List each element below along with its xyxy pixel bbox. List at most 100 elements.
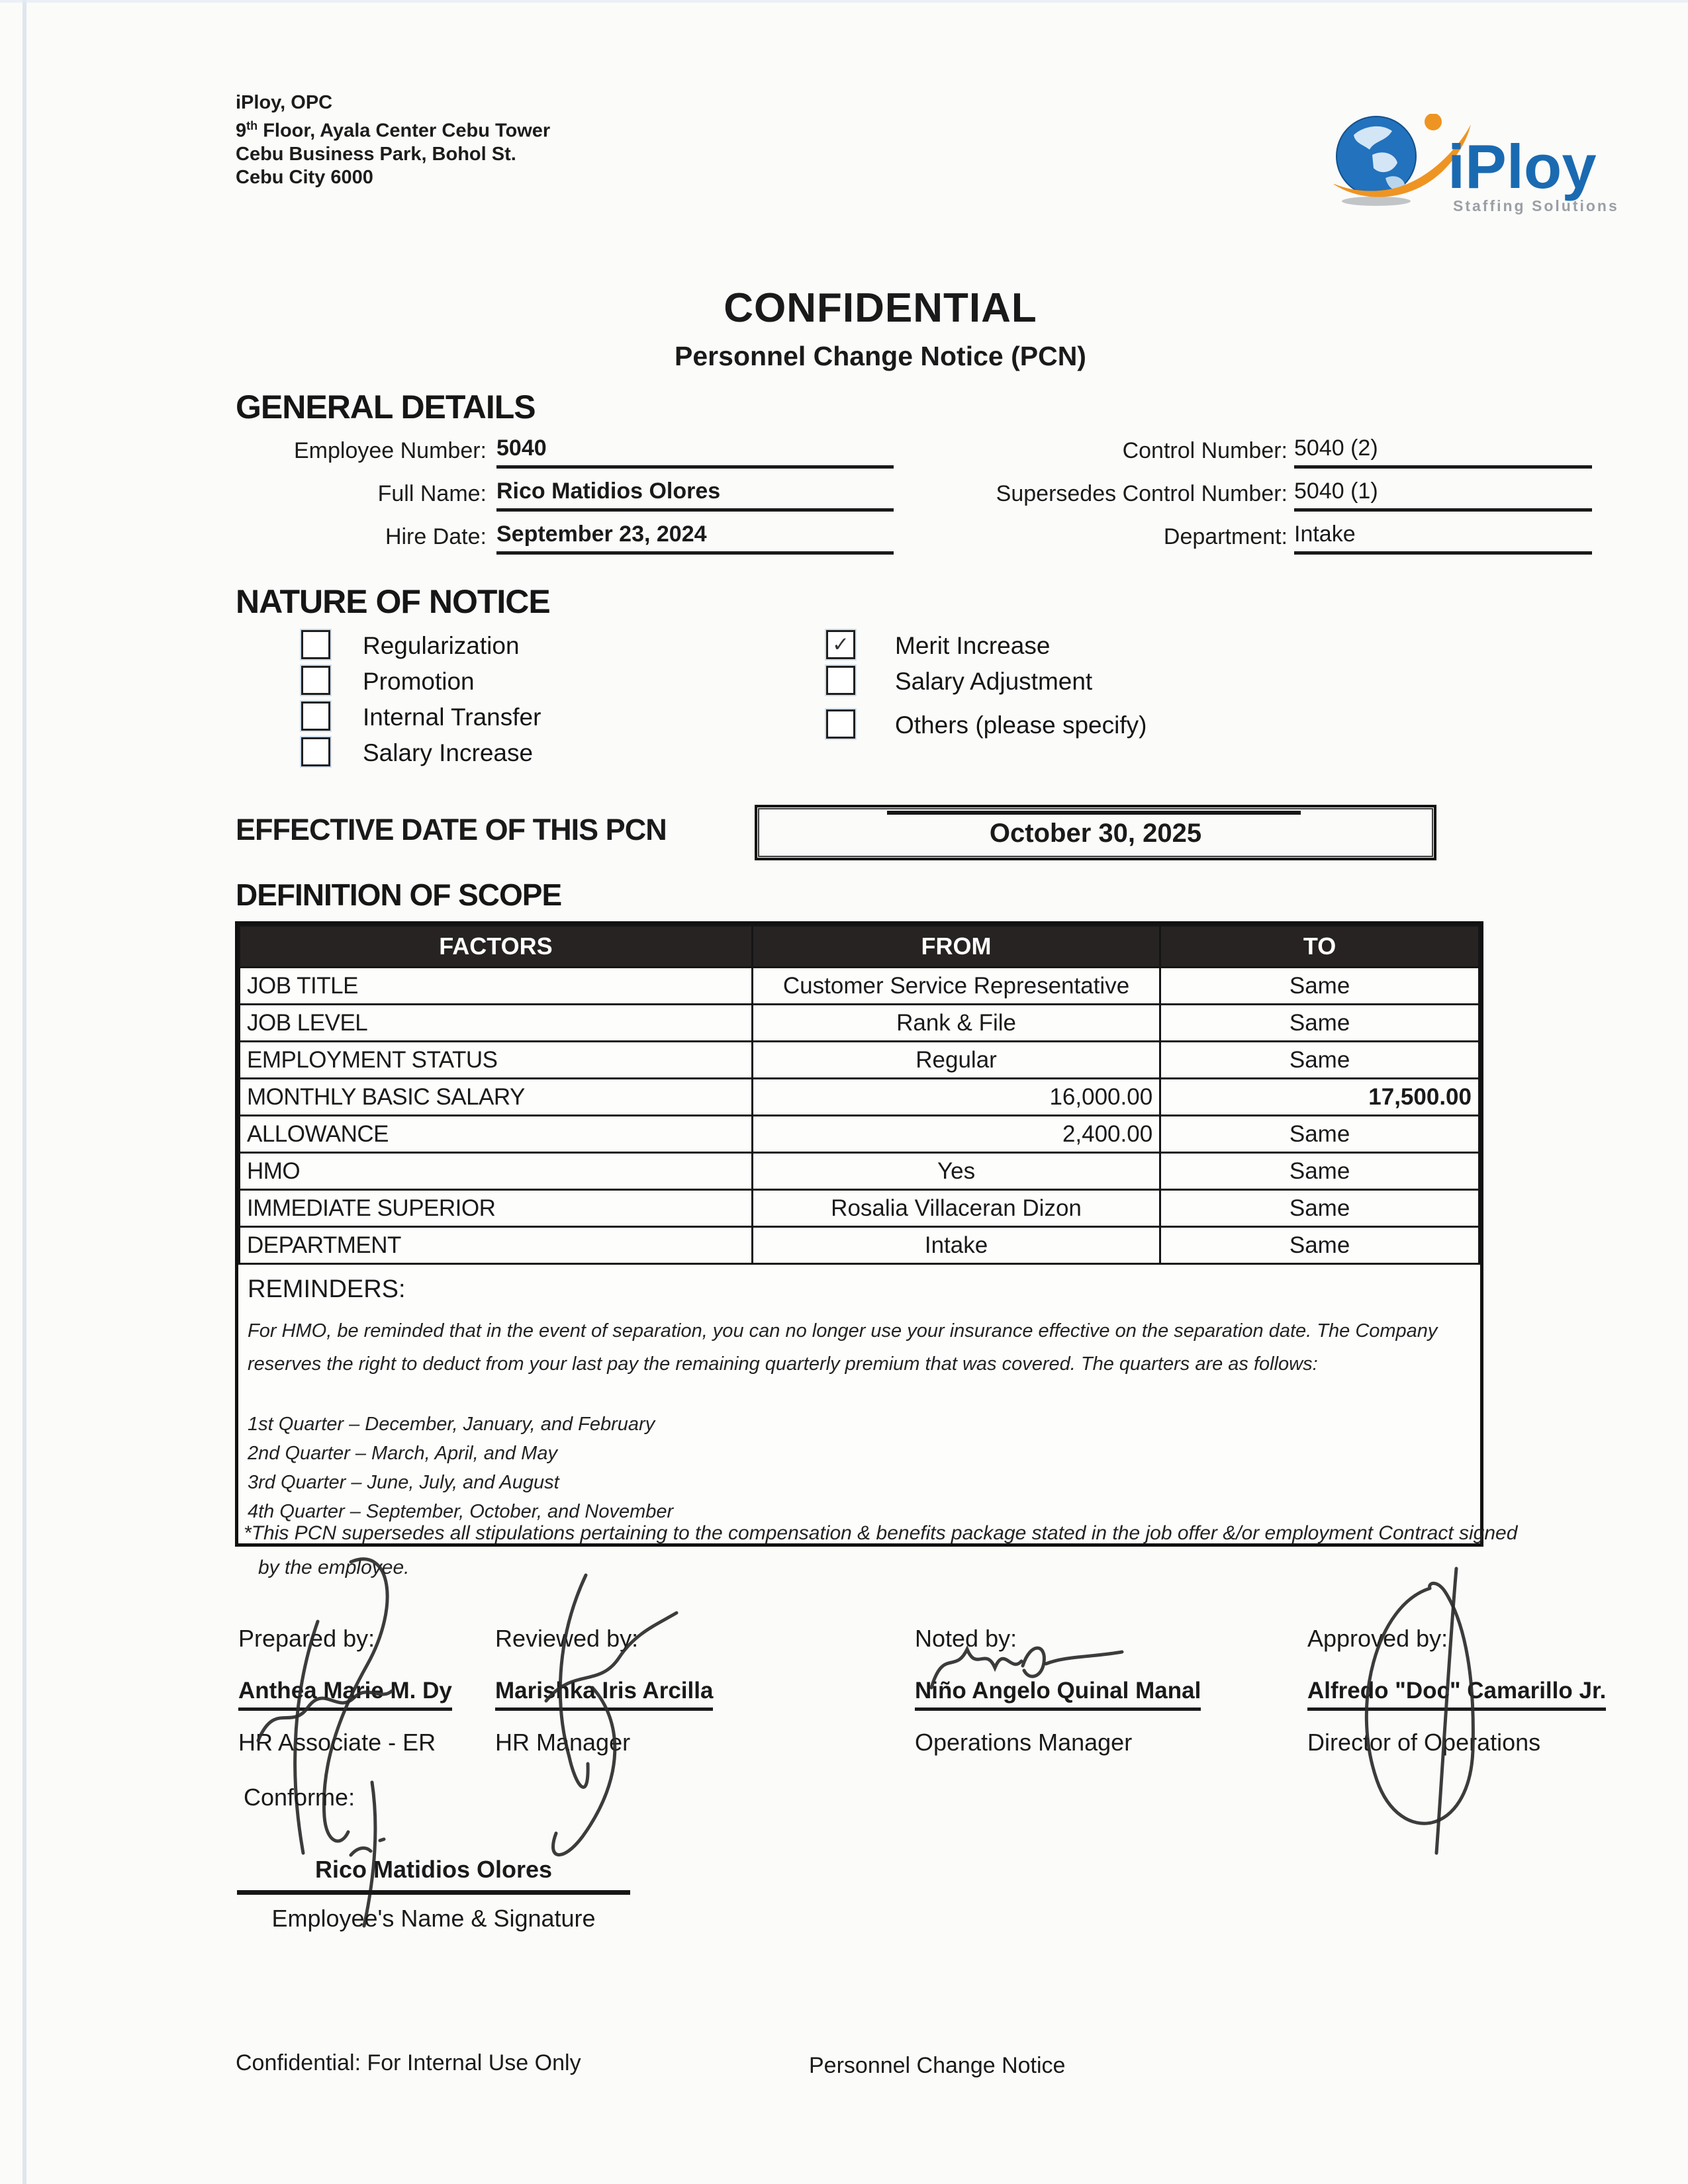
supersede-footnote-line2: by the employee. — [258, 1557, 410, 1578]
footer-confidential-text: Confidential: For Internal Use Only — [236, 2050, 581, 2075]
hire-date-label: Hire Date: — [385, 524, 487, 549]
from-cell: Rank & File — [751, 1003, 1162, 1042]
scope-header-row: FACTORS FROM TO — [238, 925, 1480, 968]
scope-row-employment-status: EMPLOYMENT STATUS Regular Same — [238, 1040, 1480, 1079]
address-line-3: Cebu Business Park, Bohol St. — [236, 143, 516, 165]
checkbox-salary-adjustment[interactable] — [826, 666, 855, 695]
approved-by-title: Director of Operations — [1307, 1729, 1541, 1756]
quarter-line-1: 1st Quarter – December, January, and Feb… — [248, 1414, 655, 1435]
checkbox-regularization[interactable] — [301, 630, 330, 659]
column-header-from: FROM — [751, 925, 1162, 968]
reminders-block: REMINDERS: For HMO, be reminded that in … — [238, 1265, 1480, 1543]
full-name-value: Rico Matidios Olores — [496, 478, 894, 512]
effective-date-value: October 30, 2025 — [989, 819, 1202, 848]
scope-row-hmo: HMO Yes Same — [238, 1152, 1480, 1191]
scope-row-job-title: JOB TITLE Customer Service Representativ… — [238, 966, 1480, 1005]
checkbox-promotion[interactable] — [301, 666, 330, 695]
to-cell: Same — [1159, 1115, 1480, 1154]
document-title-block: CONFIDENTIAL Personnel Change Notice (PC… — [235, 285, 1526, 372]
option-internal-transfer-label: Internal Transfer — [363, 704, 541, 731]
checkbox-merit-increase[interactable]: ✓ — [826, 630, 855, 659]
reminders-title: REMINDERS: — [248, 1275, 406, 1303]
address-line-4: Cebu City 6000 — [236, 166, 373, 188]
option-merit-increase-label: Merit Increase — [895, 632, 1051, 659]
column-header-to: TO — [1159, 925, 1480, 968]
approved-by-signature-ink — [1364, 1567, 1475, 1855]
approved-by-caption: Approved by: — [1307, 1625, 1448, 1652]
checkbox-merit-increase-mark: ✓ — [832, 633, 849, 656]
hire-date-value: September 23, 2024 — [496, 522, 894, 555]
confidential-title: CONFIDENTIAL — [724, 285, 1037, 331]
prepared-by-caption: Prepared by: — [238, 1625, 375, 1652]
effective-date-box: October 30, 2025 — [755, 805, 1436, 860]
checkbox-salary-increase[interactable] — [301, 737, 330, 766]
letterhead-address: iPloy, OPC 9th Floor, Ayala Center Cebu … — [236, 91, 550, 189]
logo-brand-text: iPloy — [1448, 132, 1597, 201]
option-others-label: Others (please specify) — [895, 711, 1147, 739]
department-value: Intake — [1294, 522, 1592, 555]
noted-by-name: Niño Angelo Quinal Manal — [915, 1676, 1201, 1711]
factor-cell: JOB TITLE — [238, 966, 753, 1005]
factor-cell: ALLOWANCE — [238, 1115, 753, 1154]
iploy-logo: iPloy Staffing Solutions — [1331, 113, 1625, 220]
effective-date-label: EFFECTIVE DATE OF THIS PCN — [236, 813, 667, 846]
logo-person-dot — [1425, 113, 1442, 130]
prepared-by-name: Anthea Marie M. Dy — [238, 1676, 452, 1711]
scope-row-department: DEPARTMENT Intake Same — [238, 1226, 1480, 1265]
factor-cell: IMMEDIATE SUPERIOR — [238, 1189, 753, 1228]
control-number-value: 5040 (2) — [1294, 435, 1592, 469]
checkbox-others[interactable] — [826, 709, 855, 739]
conforme-label: Conforme: — [244, 1784, 355, 1811]
from-cell: Yes — [751, 1152, 1162, 1191]
globe-continent-mid — [1372, 152, 1397, 173]
from-cell: 2,400.00 — [751, 1115, 1162, 1154]
scan-artifact-left-line — [23, 0, 26, 2184]
column-header-factors: FACTORS — [238, 925, 753, 968]
document-subtitle: Personnel Change Notice (PCN) — [675, 341, 1086, 371]
option-salary-adjustment-label: Salary Adjustment — [895, 668, 1093, 695]
conforme-employee-name: Rico Matidios Olores — [314, 1856, 553, 1883]
quarter-line-4: 4th Quarter – September, October, and No… — [248, 1501, 674, 1522]
to-cell: Same — [1159, 1189, 1480, 1228]
scope-row-monthly-basic-salary: MONTHLY BASIC SALARY 16,000.00 17,500.00 — [238, 1077, 1480, 1116]
conforme-signature-line — [237, 1890, 630, 1895]
quarter-line-2: 2nd Quarter – March, April, and May — [248, 1443, 557, 1464]
supersedes-control-number-label: Supersedes Control Number: — [996, 481, 1288, 506]
checkbox-internal-transfer[interactable] — [301, 702, 330, 731]
factor-cell: MONTHLY BASIC SALARY — [238, 1077, 753, 1116]
from-cell: Regular — [751, 1040, 1162, 1079]
scope-row-immediate-superior: IMMEDIATE SUPERIOR Rosalia Villaceran Di… — [238, 1189, 1480, 1228]
supersede-footnote-line1: *This PCN supersedes all stipulations pe… — [244, 1522, 1518, 1544]
control-number-label: Control Number: — [1122, 438, 1288, 463]
quarters-list: 1st Quarter – December, January, and Feb… — [248, 1410, 1470, 1526]
logo-tagline-text: Staffing Solutions — [1453, 197, 1619, 214]
others-specify-line[interactable] — [887, 811, 1301, 815]
reviewed-by-caption: Reviewed by: — [495, 1625, 639, 1652]
option-promotion-label: Promotion — [363, 668, 475, 695]
iploy-logo-graphic: iPloy Staffing Solutions — [1331, 113, 1619, 214]
full-name-label: Full Name: — [377, 481, 487, 506]
employee-number-value: 5040 — [496, 435, 894, 469]
general-details-heading: GENERAL DETAILS — [236, 388, 536, 426]
reviewed-by-name: Marishka Iris Arcilla — [495, 1676, 714, 1711]
to-cell: Same — [1159, 966, 1480, 1005]
from-cell: Intake — [751, 1226, 1162, 1265]
reminders-body-text: For HMO, be reminded that in the event o… — [248, 1320, 1438, 1375]
scope-row-job-level: JOB LEVEL Rank & File Same — [238, 1003, 1480, 1042]
option-regularization-label: Regularization — [363, 632, 520, 659]
scope-row-allowance: ALLOWANCE 2,400.00 Same — [238, 1115, 1480, 1154]
globe-continent-north — [1354, 126, 1392, 150]
factor-cell: JOB LEVEL — [238, 1003, 753, 1042]
factor-cell: EMPLOYMENT STATUS — [238, 1040, 753, 1079]
globe-shadow — [1342, 197, 1411, 206]
conforme-caption: Employee's Name & Signature — [271, 1905, 596, 1932]
to-cell: Same — [1159, 1152, 1480, 1191]
from-cell: Rosalia Villaceran Dizon — [751, 1189, 1162, 1228]
company-name: iPloy, OPC — [236, 92, 333, 113]
logo-swoosh — [1331, 124, 1471, 197]
scope-table: FACTORS FROM TO JOB TITLE Customer Servi… — [238, 925, 1480, 1265]
to-cell: Same — [1159, 1040, 1480, 1079]
nature-of-notice-heading: NATURE OF NOTICE — [236, 583, 551, 620]
from-cell: Customer Service Representative — [751, 966, 1162, 1005]
